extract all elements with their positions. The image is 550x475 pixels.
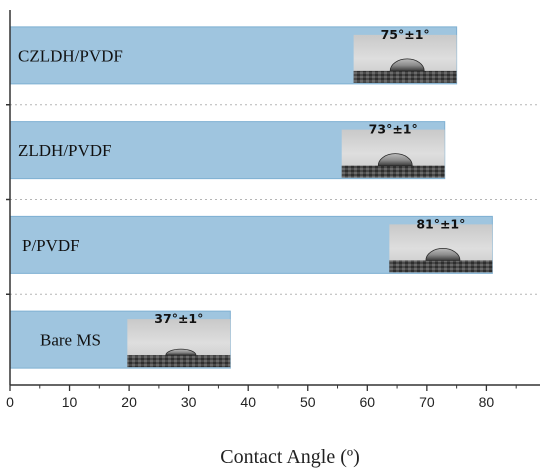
category-label: P/PVDF xyxy=(22,236,80,255)
droplet-photo xyxy=(341,129,445,178)
droplet-photo xyxy=(389,224,493,273)
data-labels: 37°±1° 81°±1° 73°±1° 75°±1° xyxy=(154,27,465,326)
x-tick-label: 0 xyxy=(6,394,14,410)
x-tick-label: 20 xyxy=(121,394,137,410)
x-tick-label: 80 xyxy=(479,394,495,410)
axes xyxy=(6,10,540,386)
category-label: Bare MS xyxy=(40,331,101,350)
category-label: CZLDH/PVDF xyxy=(18,46,123,65)
x-ticks: 0 10 20 30 40 50 60 70 80 xyxy=(6,385,517,410)
droplet-photo xyxy=(353,34,457,83)
x-tick-label: 60 xyxy=(360,394,376,410)
category-label: ZLDH/PVDF xyxy=(18,141,112,160)
x-axis-title: Contact Angle (º) xyxy=(220,446,360,468)
data-label: 75°±1° xyxy=(381,27,430,42)
droplet-photo xyxy=(127,319,231,368)
data-label: 81°±1° xyxy=(416,216,465,231)
category-labels: Bare MS P/PVDF ZLDH/PVDF CZLDH/PVDF xyxy=(18,46,123,349)
data-label: 37°±1° xyxy=(154,311,203,326)
category-separators xyxy=(10,104,540,295)
x-tick-label: 10 xyxy=(62,394,78,410)
droplet-images xyxy=(127,34,493,368)
x-tick-label: 70 xyxy=(419,394,435,410)
x-tick-label: 50 xyxy=(300,394,316,410)
x-tick-label: 40 xyxy=(240,394,256,410)
x-tick-label: 30 xyxy=(181,394,197,410)
data-label: 73°±1° xyxy=(369,122,418,137)
